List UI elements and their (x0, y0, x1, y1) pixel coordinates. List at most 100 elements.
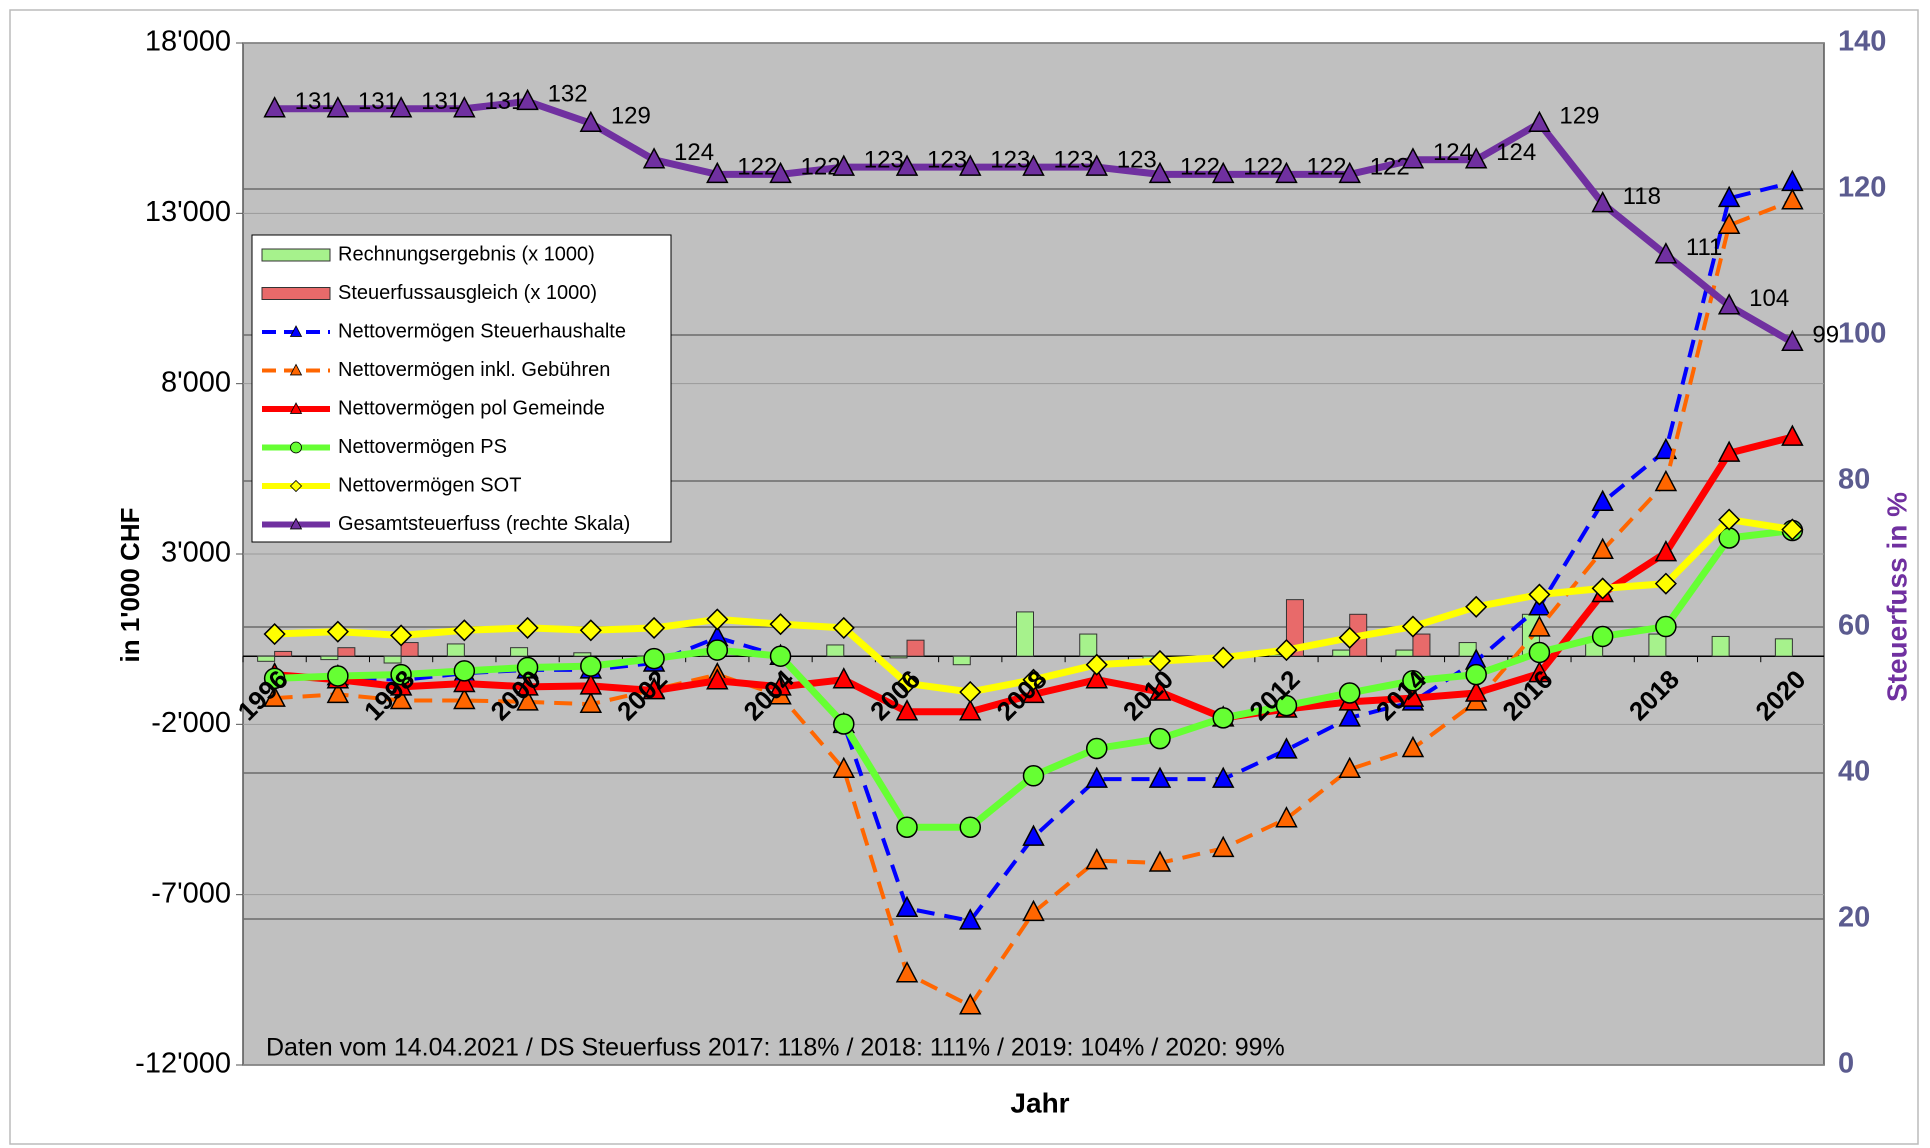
data-label: 131 (358, 88, 398, 115)
point (832, 667, 856, 689)
y2-tick-label: 20 (1838, 902, 1870, 934)
point (959, 699, 982, 721)
point (1085, 653, 1108, 676)
point (642, 677, 666, 700)
point (579, 619, 602, 642)
point (1085, 667, 1108, 689)
point (326, 96, 350, 118)
data-label: 124 (674, 139, 714, 166)
legend-label: Rechnungsergebnis (x 1000) (338, 243, 595, 265)
point (1085, 766, 1108, 788)
point (706, 639, 729, 661)
point (1464, 147, 1488, 169)
point (1717, 293, 1741, 315)
data-label: 131 (421, 88, 461, 115)
y-tick-label: 18'000 (145, 26, 231, 58)
point (1022, 765, 1045, 787)
point (1402, 669, 1424, 692)
y2-tick-label: 140 (1838, 26, 1886, 58)
point (896, 816, 918, 838)
bar (1016, 611, 1034, 657)
point (1148, 850, 1172, 872)
point (769, 674, 792, 696)
y-tick-label: -12'000 (135, 1048, 231, 1080)
point (1465, 663, 1487, 686)
legend-marker (289, 325, 303, 337)
point (1338, 682, 1361, 704)
point (1212, 646, 1235, 669)
point (326, 681, 350, 704)
point (832, 756, 856, 779)
data-label: 124 (1433, 139, 1473, 166)
point (579, 673, 603, 695)
point (1528, 583, 1551, 606)
point (1465, 595, 1488, 618)
point (1781, 518, 1804, 541)
bar (400, 642, 419, 657)
point (263, 96, 286, 118)
data-label: 104 (1749, 285, 1789, 312)
point (453, 660, 476, 682)
legend-marker (289, 479, 303, 493)
point (832, 154, 856, 176)
y2-axis-title: Steuerfuss in % (1881, 492, 1912, 702)
data-label: 122 (1243, 154, 1283, 181)
point (1528, 110, 1551, 133)
point (1022, 899, 1045, 922)
point (1275, 806, 1298, 828)
bar (906, 639, 925, 657)
point (1528, 660, 1551, 683)
point (263, 685, 286, 707)
point (1211, 766, 1235, 788)
point (516, 616, 539, 639)
point (1338, 756, 1361, 779)
data-label: 123 (864, 146, 904, 173)
point (1401, 615, 1425, 638)
point (895, 154, 919, 176)
data-label: 124 (1496, 139, 1536, 166)
point (1148, 161, 1172, 184)
point (895, 699, 919, 721)
data-label: 122 (801, 154, 841, 181)
point (1781, 188, 1804, 210)
bar (952, 655, 971, 666)
point (1654, 572, 1677, 595)
point (706, 608, 729, 631)
bar (1079, 633, 1098, 657)
point (959, 680, 982, 704)
legend-swatch (261, 287, 331, 300)
point (516, 674, 539, 696)
point (959, 816, 982, 838)
bar (320, 655, 339, 661)
legend-marker (289, 517, 303, 530)
y-tick-label: 3'000 (161, 537, 231, 569)
legend: Rechnungsergebnis (x 1000) Steuerfussausg… (251, 234, 672, 543)
bar (889, 655, 908, 659)
point (579, 110, 603, 133)
point (642, 147, 666, 169)
point (453, 96, 476, 118)
point (389, 674, 413, 696)
data-label: 132 (548, 81, 588, 108)
point (643, 647, 665, 670)
data-label: 99 (1812, 322, 1839, 349)
point (769, 645, 792, 667)
point (1211, 835, 1235, 858)
data-label: 131 (484, 88, 524, 115)
bar (1332, 649, 1351, 657)
point (1022, 668, 1045, 691)
point (1401, 685, 1425, 707)
point (389, 96, 413, 118)
point (516, 656, 539, 679)
point (453, 619, 476, 642)
point (1022, 681, 1045, 704)
x-axis-title: Jahr (1010, 1087, 1069, 1118)
point (1085, 737, 1108, 760)
point (453, 670, 476, 693)
point (1085, 154, 1108, 176)
point (895, 895, 919, 918)
point (895, 672, 919, 695)
bar (826, 644, 845, 657)
bar (446, 643, 465, 657)
